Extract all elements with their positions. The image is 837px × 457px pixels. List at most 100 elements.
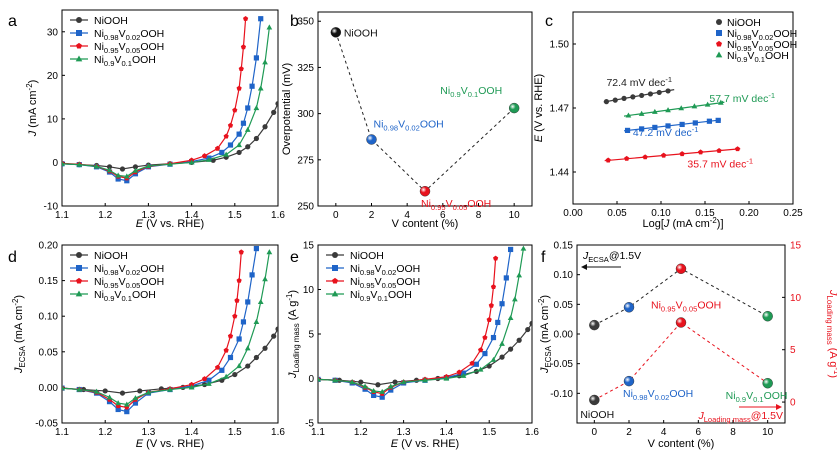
panel-c: 0.00 0.05 0.10 0.15 0.20 0.25 1.44 1.47 1.50 72.4… (533, 11, 803, 230)
legend-marker (75, 55, 83, 62)
panel-e-1-point (503, 275, 509, 281)
x-tick-label: 0.00 (563, 208, 583, 219)
panel-a-0-point (106, 164, 113, 170)
panel-e-3-point (332, 377, 338, 383)
legend-label: Ni0.95V0.05OOH (727, 39, 797, 53)
x-tick-label: 1.1 (55, 427, 69, 438)
panel-e-2-point (478, 347, 484, 353)
tafel-point (652, 124, 658, 131)
panel-d-3-point (62, 385, 65, 391)
x-axis-label: E (V vs. RHE) (136, 438, 204, 450)
legend-label: Ni0.98V0.02OOH (350, 263, 420, 277)
legend-label: Ni0.9V0.1OOH (350, 289, 412, 303)
label-part: Log[ (642, 218, 663, 230)
x-tick-label: 1.6 (525, 427, 539, 438)
panel-a-3-point (106, 167, 113, 173)
label-part: 0.1 (377, 294, 388, 303)
x-tick-label: 2 (369, 210, 375, 221)
panel-d-3-point (206, 380, 212, 386)
label-part: NiOOH (727, 17, 761, 29)
panel-e-3-point (318, 376, 321, 382)
y-tick-label: 0.05 (554, 300, 574, 311)
label-part: Ni (350, 263, 360, 275)
x-tick-label: 1.4 (439, 427, 453, 438)
y-tick-label: 0.20 (39, 241, 59, 252)
legend-label: Ni0.98V0.02OOH (94, 28, 164, 42)
panel-d-0-series (62, 326, 278, 396)
panel-a-3-point (62, 160, 65, 166)
y-axis-label: J (mA cm-2) (25, 80, 39, 138)
label-part: -2 (11, 299, 20, 306)
x-tick-label: 2 (626, 427, 632, 438)
y-tick-label: 0.15 (554, 241, 574, 252)
label-part: J (27, 130, 39, 137)
y-tick-label: 0.05 (39, 347, 59, 358)
label-part: V (119, 263, 126, 275)
panel-d-3-point (223, 373, 230, 379)
label-part: OOH (140, 263, 164, 275)
panel-e-1-point (482, 350, 488, 357)
panel-d-1-point (206, 377, 212, 383)
panel-letter: f (541, 249, 546, 266)
panel-e-3-point (499, 340, 505, 346)
panel-e-1-point (379, 394, 385, 400)
y-tick-label: 0 (52, 158, 58, 169)
tafel-point (621, 95, 627, 101)
label-part: V (114, 54, 121, 66)
panel-a-3-point (132, 167, 139, 173)
x-axis-label: V content (%) (392, 218, 459, 230)
panel-a-3-point (206, 156, 212, 162)
panel-a-0-series (62, 101, 278, 172)
panel-d-0-point (119, 390, 126, 396)
legend-label: Ni0.9V0.1OOH (94, 54, 156, 68)
label-part: Ni (350, 289, 360, 301)
label-part: Ni (727, 39, 737, 51)
ecsa-point (623, 302, 635, 313)
label-part: V (114, 289, 121, 301)
label-part: ) (27, 80, 39, 84)
tafel-point (692, 120, 698, 126)
tafel-point (630, 94, 636, 100)
panel-e-3-point (516, 272, 523, 278)
y-tick-label: -5 (305, 419, 314, 430)
panel-d-3-point (236, 363, 242, 369)
panel-e-2-point (490, 284, 497, 290)
panel-d-1-point (227, 354, 234, 361)
legend-label: Ni0.9V0.1OOH (94, 289, 156, 303)
label-part: V (375, 276, 382, 288)
label-part: @1.5V (751, 410, 783, 422)
y-tick-label: -0.05 (35, 419, 58, 430)
panel-a-3-point (115, 172, 122, 178)
label-part: Loading mass (704, 415, 751, 424)
panel-e-3-point (490, 356, 497, 362)
label-part: V (370, 289, 377, 301)
label-part: 0.9 (104, 59, 115, 68)
label-part: J (582, 250, 589, 262)
label-part: (mA cm (13, 306, 25, 346)
label-part: ) (827, 374, 837, 378)
panel-d-2-point (238, 249, 244, 255)
y-tick-label: 30 (47, 27, 59, 38)
legend-marker (716, 30, 722, 36)
panel-e-0-point (499, 354, 505, 360)
label-part: J (539, 367, 551, 374)
y-tick-label: 0 (308, 374, 314, 385)
panel-letter: c (545, 13, 553, 30)
label-part: Ni (421, 198, 431, 210)
tafel-series (603, 88, 675, 105)
label-part: OOH (773, 39, 797, 51)
legend-label: Ni0.95V0.05OOH (94, 41, 164, 55)
label-part: E (136, 218, 144, 230)
panel-a-2-point (214, 145, 221, 151)
y-tick-label: 15 (303, 241, 315, 252)
tafel-label: 47.2 mV dec-1 (633, 125, 699, 139)
y-tick-label: 0.00 (39, 383, 59, 394)
panel-d-3-point (93, 388, 100, 394)
data-point (366, 134, 377, 145)
label-part: (V vs. RHE) (398, 438, 459, 450)
label-part: OOH (420, 118, 444, 130)
label-part: 47.2 mV dec (633, 127, 692, 139)
panel-d-1-point (240, 319, 247, 325)
y-tick-label: -10 (44, 202, 59, 213)
legend-label: NiOOH (94, 15, 128, 27)
